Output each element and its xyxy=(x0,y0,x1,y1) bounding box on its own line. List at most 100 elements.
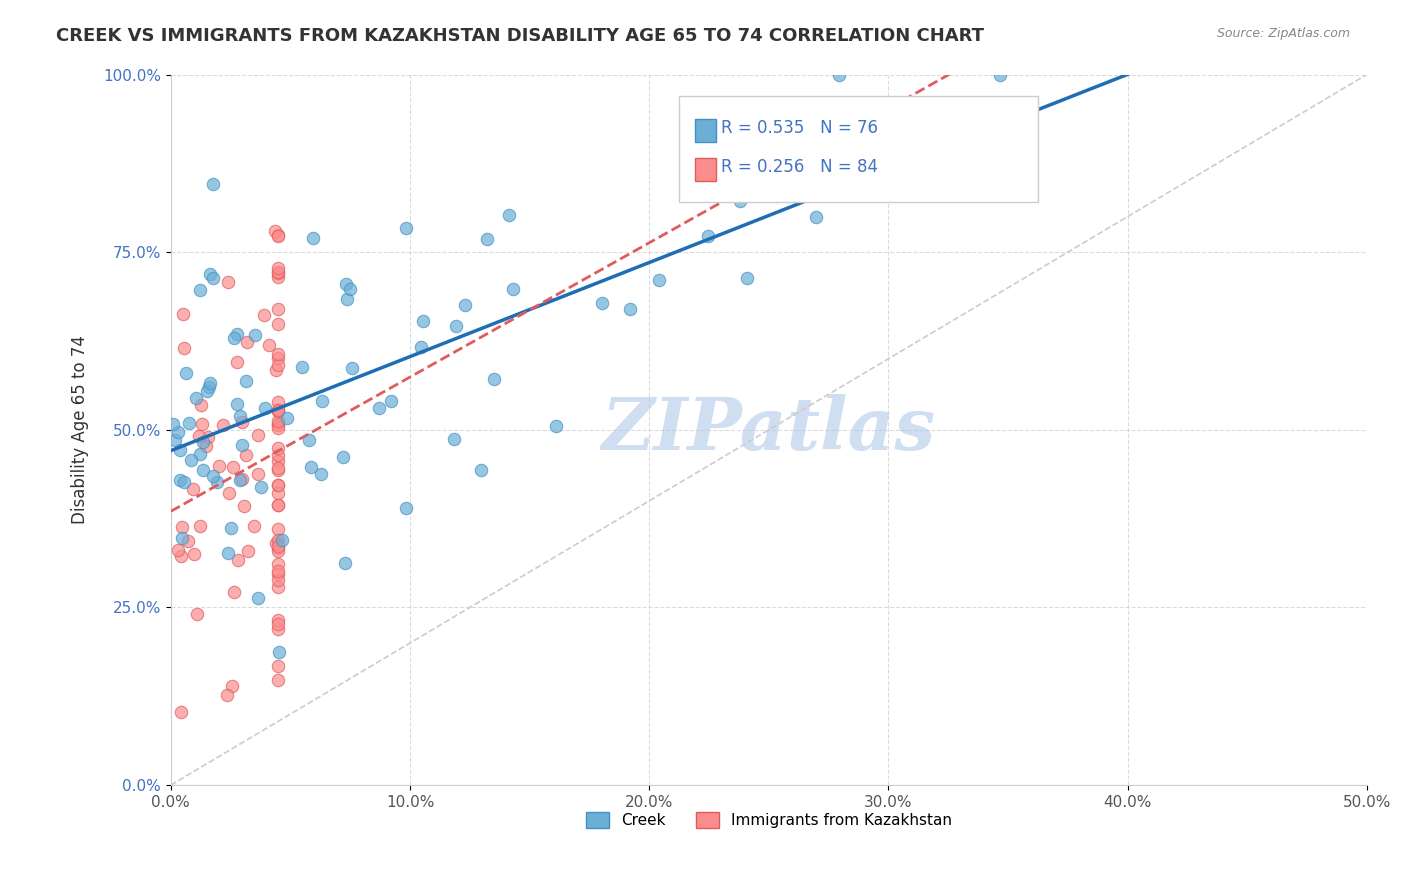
Point xyxy=(647,272,669,286)
Point xyxy=(267,580,290,594)
Point xyxy=(267,623,290,637)
Point xyxy=(267,673,290,687)
Point xyxy=(162,417,184,432)
Point xyxy=(205,475,228,489)
Point xyxy=(267,267,290,281)
Text: R = 0.535   N = 76: R = 0.535 N = 76 xyxy=(721,119,877,136)
Point xyxy=(828,68,851,82)
Point xyxy=(191,417,214,431)
Point xyxy=(339,281,361,295)
Point xyxy=(233,499,256,513)
Point xyxy=(235,448,257,462)
Point xyxy=(195,384,218,399)
Point xyxy=(412,314,434,328)
Point xyxy=(201,177,224,191)
Point xyxy=(267,260,290,275)
Point xyxy=(267,498,290,512)
Point xyxy=(267,228,290,243)
Point xyxy=(217,546,239,560)
Point xyxy=(267,265,290,279)
Point xyxy=(267,557,290,571)
Point xyxy=(454,298,477,312)
Point xyxy=(264,224,287,238)
Point xyxy=(267,573,290,587)
Point xyxy=(332,450,354,465)
Point xyxy=(335,557,357,571)
Point xyxy=(249,479,271,493)
Point xyxy=(591,295,613,310)
Point xyxy=(177,416,200,430)
Point xyxy=(188,447,211,461)
Point xyxy=(218,485,240,500)
Point xyxy=(475,232,498,246)
Point xyxy=(446,318,468,333)
Point xyxy=(180,453,202,467)
Point xyxy=(212,418,235,433)
Point xyxy=(267,351,290,366)
Point xyxy=(198,267,221,281)
Point xyxy=(173,341,195,355)
Point xyxy=(498,208,520,222)
Point xyxy=(267,421,290,435)
Point xyxy=(231,416,253,430)
Point xyxy=(267,567,290,582)
FancyBboxPatch shape xyxy=(679,95,1038,202)
Point xyxy=(195,438,218,452)
Point xyxy=(172,531,194,545)
Point xyxy=(264,362,287,376)
Point xyxy=(443,432,465,446)
Point xyxy=(236,543,259,558)
Text: CREEK VS IMMIGRANTS FROM KAZAKHSTAN DISABILITY AGE 65 TO 74 CORRELATION CHART: CREEK VS IMMIGRANTS FROM KAZAKHSTAN DISA… xyxy=(56,27,984,45)
Point xyxy=(267,478,290,492)
Point xyxy=(267,417,290,431)
Point xyxy=(267,448,290,462)
Point xyxy=(221,521,243,535)
Point xyxy=(380,394,402,409)
Point xyxy=(226,354,249,368)
Point xyxy=(267,317,290,331)
Point xyxy=(167,542,190,557)
Point xyxy=(267,417,290,432)
Point xyxy=(395,220,418,235)
Point xyxy=(309,467,332,481)
Point xyxy=(267,533,290,547)
Point xyxy=(267,441,290,455)
Point xyxy=(246,467,269,481)
FancyBboxPatch shape xyxy=(695,120,716,142)
Point xyxy=(181,482,204,496)
Point xyxy=(267,659,290,673)
Point xyxy=(229,409,252,423)
Text: ZIPatlas: ZIPatlas xyxy=(602,394,936,466)
Y-axis label: Disability Age 65 to 74: Disability Age 65 to 74 xyxy=(72,335,89,524)
Point xyxy=(267,522,290,536)
Point xyxy=(166,425,188,439)
Point xyxy=(336,293,359,307)
Point xyxy=(267,478,290,492)
Point xyxy=(172,307,194,321)
Point xyxy=(190,398,212,412)
Point xyxy=(222,331,245,345)
Point xyxy=(544,418,567,433)
Point xyxy=(276,411,298,425)
Point xyxy=(172,520,194,534)
Point xyxy=(267,544,290,558)
Point xyxy=(222,460,245,475)
Text: R = 0.256   N = 84: R = 0.256 N = 84 xyxy=(721,158,877,176)
Point xyxy=(202,271,225,285)
Text: Source: ZipAtlas.com: Source: ZipAtlas.com xyxy=(1216,27,1350,40)
Point xyxy=(183,547,205,561)
Point xyxy=(188,519,211,533)
Point xyxy=(267,463,290,477)
Point xyxy=(231,437,253,451)
Point xyxy=(169,473,191,487)
Point xyxy=(267,413,290,427)
Point xyxy=(235,334,257,349)
Legend: Creek, Immigrants from Kazakhstan: Creek, Immigrants from Kazakhstan xyxy=(579,806,957,834)
Point xyxy=(267,541,290,555)
Point xyxy=(197,430,219,444)
Point xyxy=(221,679,243,693)
Point xyxy=(247,428,270,442)
Point xyxy=(193,463,215,477)
Point xyxy=(243,519,266,533)
Point xyxy=(217,276,239,290)
